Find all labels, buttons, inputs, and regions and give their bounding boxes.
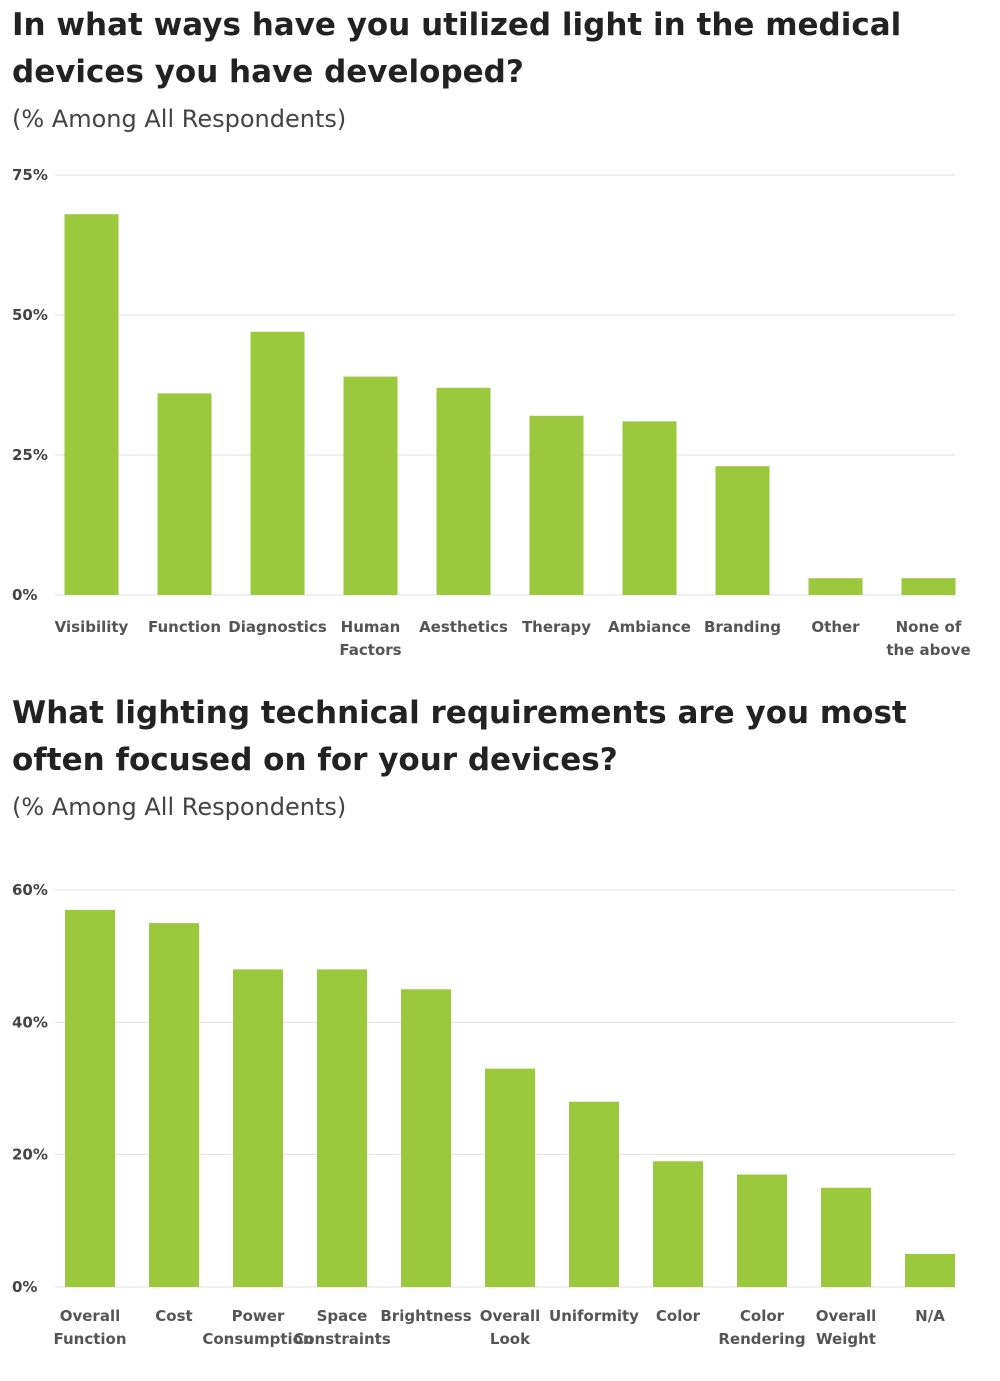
y-tick-label: 25% — [12, 446, 48, 464]
x-category-label: Overall Function — [53, 1307, 126, 1348]
x-category-label-line: Weight — [816, 1330, 876, 1348]
x-category-label-line: Overall — [816, 1307, 877, 1325]
x-category-label-line: Overall — [60, 1307, 121, 1325]
bar — [821, 1187, 871, 1287]
bar — [233, 969, 283, 1287]
x-category-label-line: Overall — [480, 1307, 541, 1325]
bar — [317, 969, 367, 1287]
x-category-label: Overall Weight — [816, 1307, 877, 1348]
x-category-label-line: Brightness — [380, 1307, 471, 1325]
x-category-label-line: Constraints — [293, 1330, 391, 1348]
y-tick-label: 75% — [12, 166, 48, 184]
x-category-label-line: Human — [341, 618, 401, 636]
x-category-label: Ambiance — [608, 618, 691, 636]
bar — [65, 909, 115, 1287]
x-category-label: None of the above — [886, 618, 970, 659]
x-category-label: Other — [811, 618, 860, 636]
y-tick-label: 20% — [12, 1146, 48, 1164]
chart-1-title: In what ways have you utilized light in … — [12, 7, 902, 90]
bar — [808, 578, 863, 595]
x-category-label-line: Space — [317, 1307, 368, 1325]
x-category-label: Overall Look — [480, 1307, 541, 1348]
bar — [157, 393, 212, 595]
y-tick-label: 50% — [12, 306, 48, 324]
chart-2-bar-chart: 0% 20% 40% 60% Overall Function Cost Power Consu… — [12, 881, 955, 1348]
bar — [529, 415, 584, 595]
x-category-label: Diagnostics — [228, 618, 327, 636]
x-category-label-line: Cost — [155, 1307, 192, 1325]
chart-1-bar-chart: 0% 25% 50% 75% Visibility Function Diagnostics… — [12, 166, 971, 659]
x-category-label-line: Therapy — [522, 618, 591, 636]
x-category-label-line: Color — [740, 1307, 785, 1325]
bar — [401, 989, 451, 1287]
x-category-label: Branding — [704, 618, 781, 636]
bar — [569, 1101, 619, 1287]
x-category-label-line: N/A — [915, 1307, 945, 1325]
bar — [905, 1253, 955, 1287]
x-category-label-line: Branding — [704, 618, 781, 636]
x-category-label-line: Consumption — [202, 1330, 313, 1348]
bar — [343, 376, 398, 595]
x-category-label: Color — [656, 1307, 701, 1325]
chart-1-subtitle: (% Among All Respondents) — [12, 105, 347, 133]
x-category-label-line: the above — [886, 641, 970, 659]
x-category-label-line: None of — [896, 618, 962, 636]
y-tick-label: 0% — [12, 586, 37, 604]
bar — [64, 214, 119, 595]
x-category-label: Human Factors — [339, 618, 401, 659]
x-category-label: Function — [148, 618, 221, 636]
x-category-label: Color Rendering — [718, 1307, 805, 1348]
x-category-label-line: Factors — [339, 641, 401, 659]
x-category-label-line: Color — [656, 1307, 701, 1325]
x-category-label: Aesthetics — [419, 618, 508, 636]
x-category-label-line: Ambiance — [608, 618, 691, 636]
x-category-label-line: Visibility — [55, 618, 129, 636]
x-category-label-line: Rendering — [718, 1330, 805, 1348]
bar — [653, 1161, 703, 1287]
x-category-label: N/A — [915, 1307, 945, 1325]
y-tick-label: 0% — [12, 1278, 37, 1296]
x-category-label-line: Diagnostics — [228, 618, 327, 636]
bar — [715, 466, 770, 595]
bar — [901, 578, 956, 595]
x-category-label-line: Power — [232, 1307, 285, 1325]
x-category-label: Power Consumption — [202, 1307, 313, 1348]
x-category-label-line: Function — [148, 618, 221, 636]
x-category-label-line: Uniformity — [549, 1307, 639, 1325]
bar — [250, 331, 305, 595]
y-tick-label: 40% — [12, 1013, 48, 1031]
x-category-label: Visibility — [55, 618, 129, 636]
x-category-label-line: Function — [53, 1330, 126, 1348]
x-category-label: Brightness — [380, 1307, 471, 1325]
bar — [485, 1068, 535, 1287]
x-category-label-line: Other — [811, 618, 860, 636]
bar — [737, 1174, 787, 1287]
chart-2-title: What lighting technical requirements are… — [12, 695, 907, 778]
x-category-label-line: Look — [490, 1330, 531, 1348]
bar — [436, 387, 491, 595]
x-category-label: Uniformity — [549, 1307, 639, 1325]
bar — [149, 923, 199, 1287]
x-category-label: Cost — [155, 1307, 192, 1325]
x-category-label-line: Aesthetics — [419, 618, 508, 636]
bar — [622, 421, 677, 595]
y-tick-label: 60% — [12, 881, 48, 899]
x-category-label: Therapy — [522, 618, 591, 636]
chart-2-subtitle: (% Among All Respondents) — [12, 793, 347, 821]
x-category-label: Space Constraints — [293, 1307, 391, 1348]
